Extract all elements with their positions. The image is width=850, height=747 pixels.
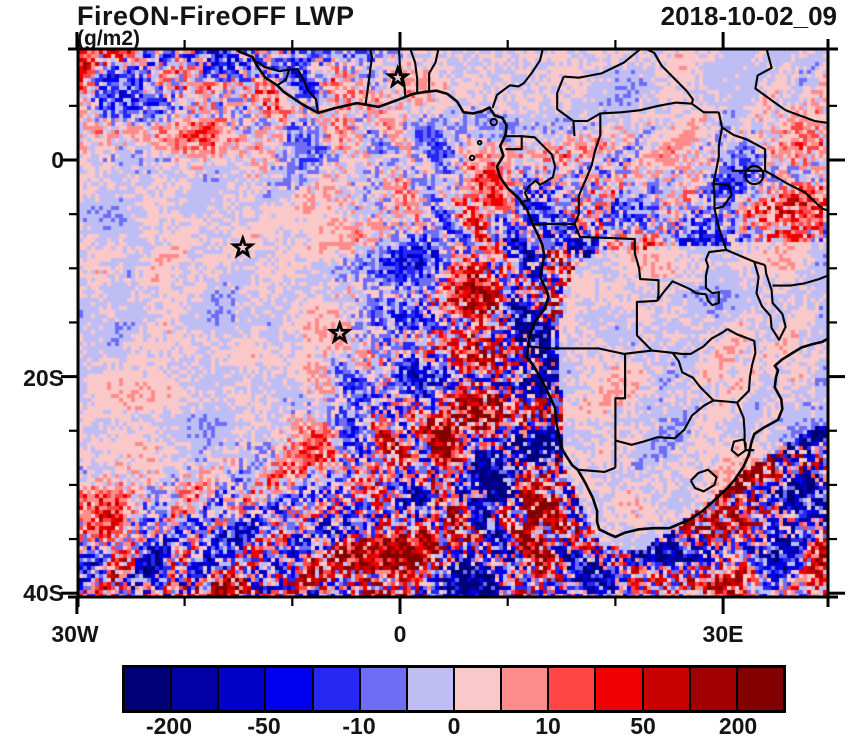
cbar-cell-9 [549, 668, 597, 710]
xtick-label-30e: 30E [702, 621, 744, 647]
cbar-cell-13 [737, 668, 783, 710]
cbar-label-50: 50 [630, 713, 656, 739]
cbar-cell-2 [219, 668, 267, 710]
cbar-label-neg50: -50 [247, 713, 281, 739]
cbar-cell-6 [407, 668, 455, 710]
xtick-label-30w: 30W [51, 621, 99, 647]
cbar-cell-12 [690, 668, 738, 710]
ytick-label-0: 0 [51, 147, 64, 173]
cbar-label-neg10: -10 [342, 713, 376, 739]
xtick-label-0: 0 [393, 621, 407, 647]
cbar-cell-8 [502, 668, 550, 710]
cbar-cell-7 [454, 668, 503, 710]
cbar-label-0: 0 [447, 713, 461, 739]
cbar-cell-3 [266, 668, 314, 710]
ytick-label-20s: 20S [23, 365, 64, 391]
plot-title: FireON-FireOFF LWP [77, 1, 355, 31]
ytick-label-40s: 40S [23, 580, 64, 606]
cbar-cell-4 [313, 668, 361, 710]
cbar-label-200: 200 [718, 713, 758, 739]
plot-timestamp: 2018-10-02_09 [660, 1, 837, 31]
cbar-cell-0 [125, 668, 173, 710]
difference-field-canvas [79, 50, 827, 596]
cbar-cell-5 [360, 668, 408, 710]
plot-units-label: (g/m2) [77, 27, 140, 50]
colorbar [122, 665, 786, 713]
cbar-cell-10 [596, 668, 644, 710]
cbar-label-neg200: -200 [145, 713, 193, 739]
cbar-cell-1 [172, 668, 220, 710]
cbar-cell-11 [643, 668, 691, 710]
cbar-label-10: 10 [535, 713, 561, 739]
